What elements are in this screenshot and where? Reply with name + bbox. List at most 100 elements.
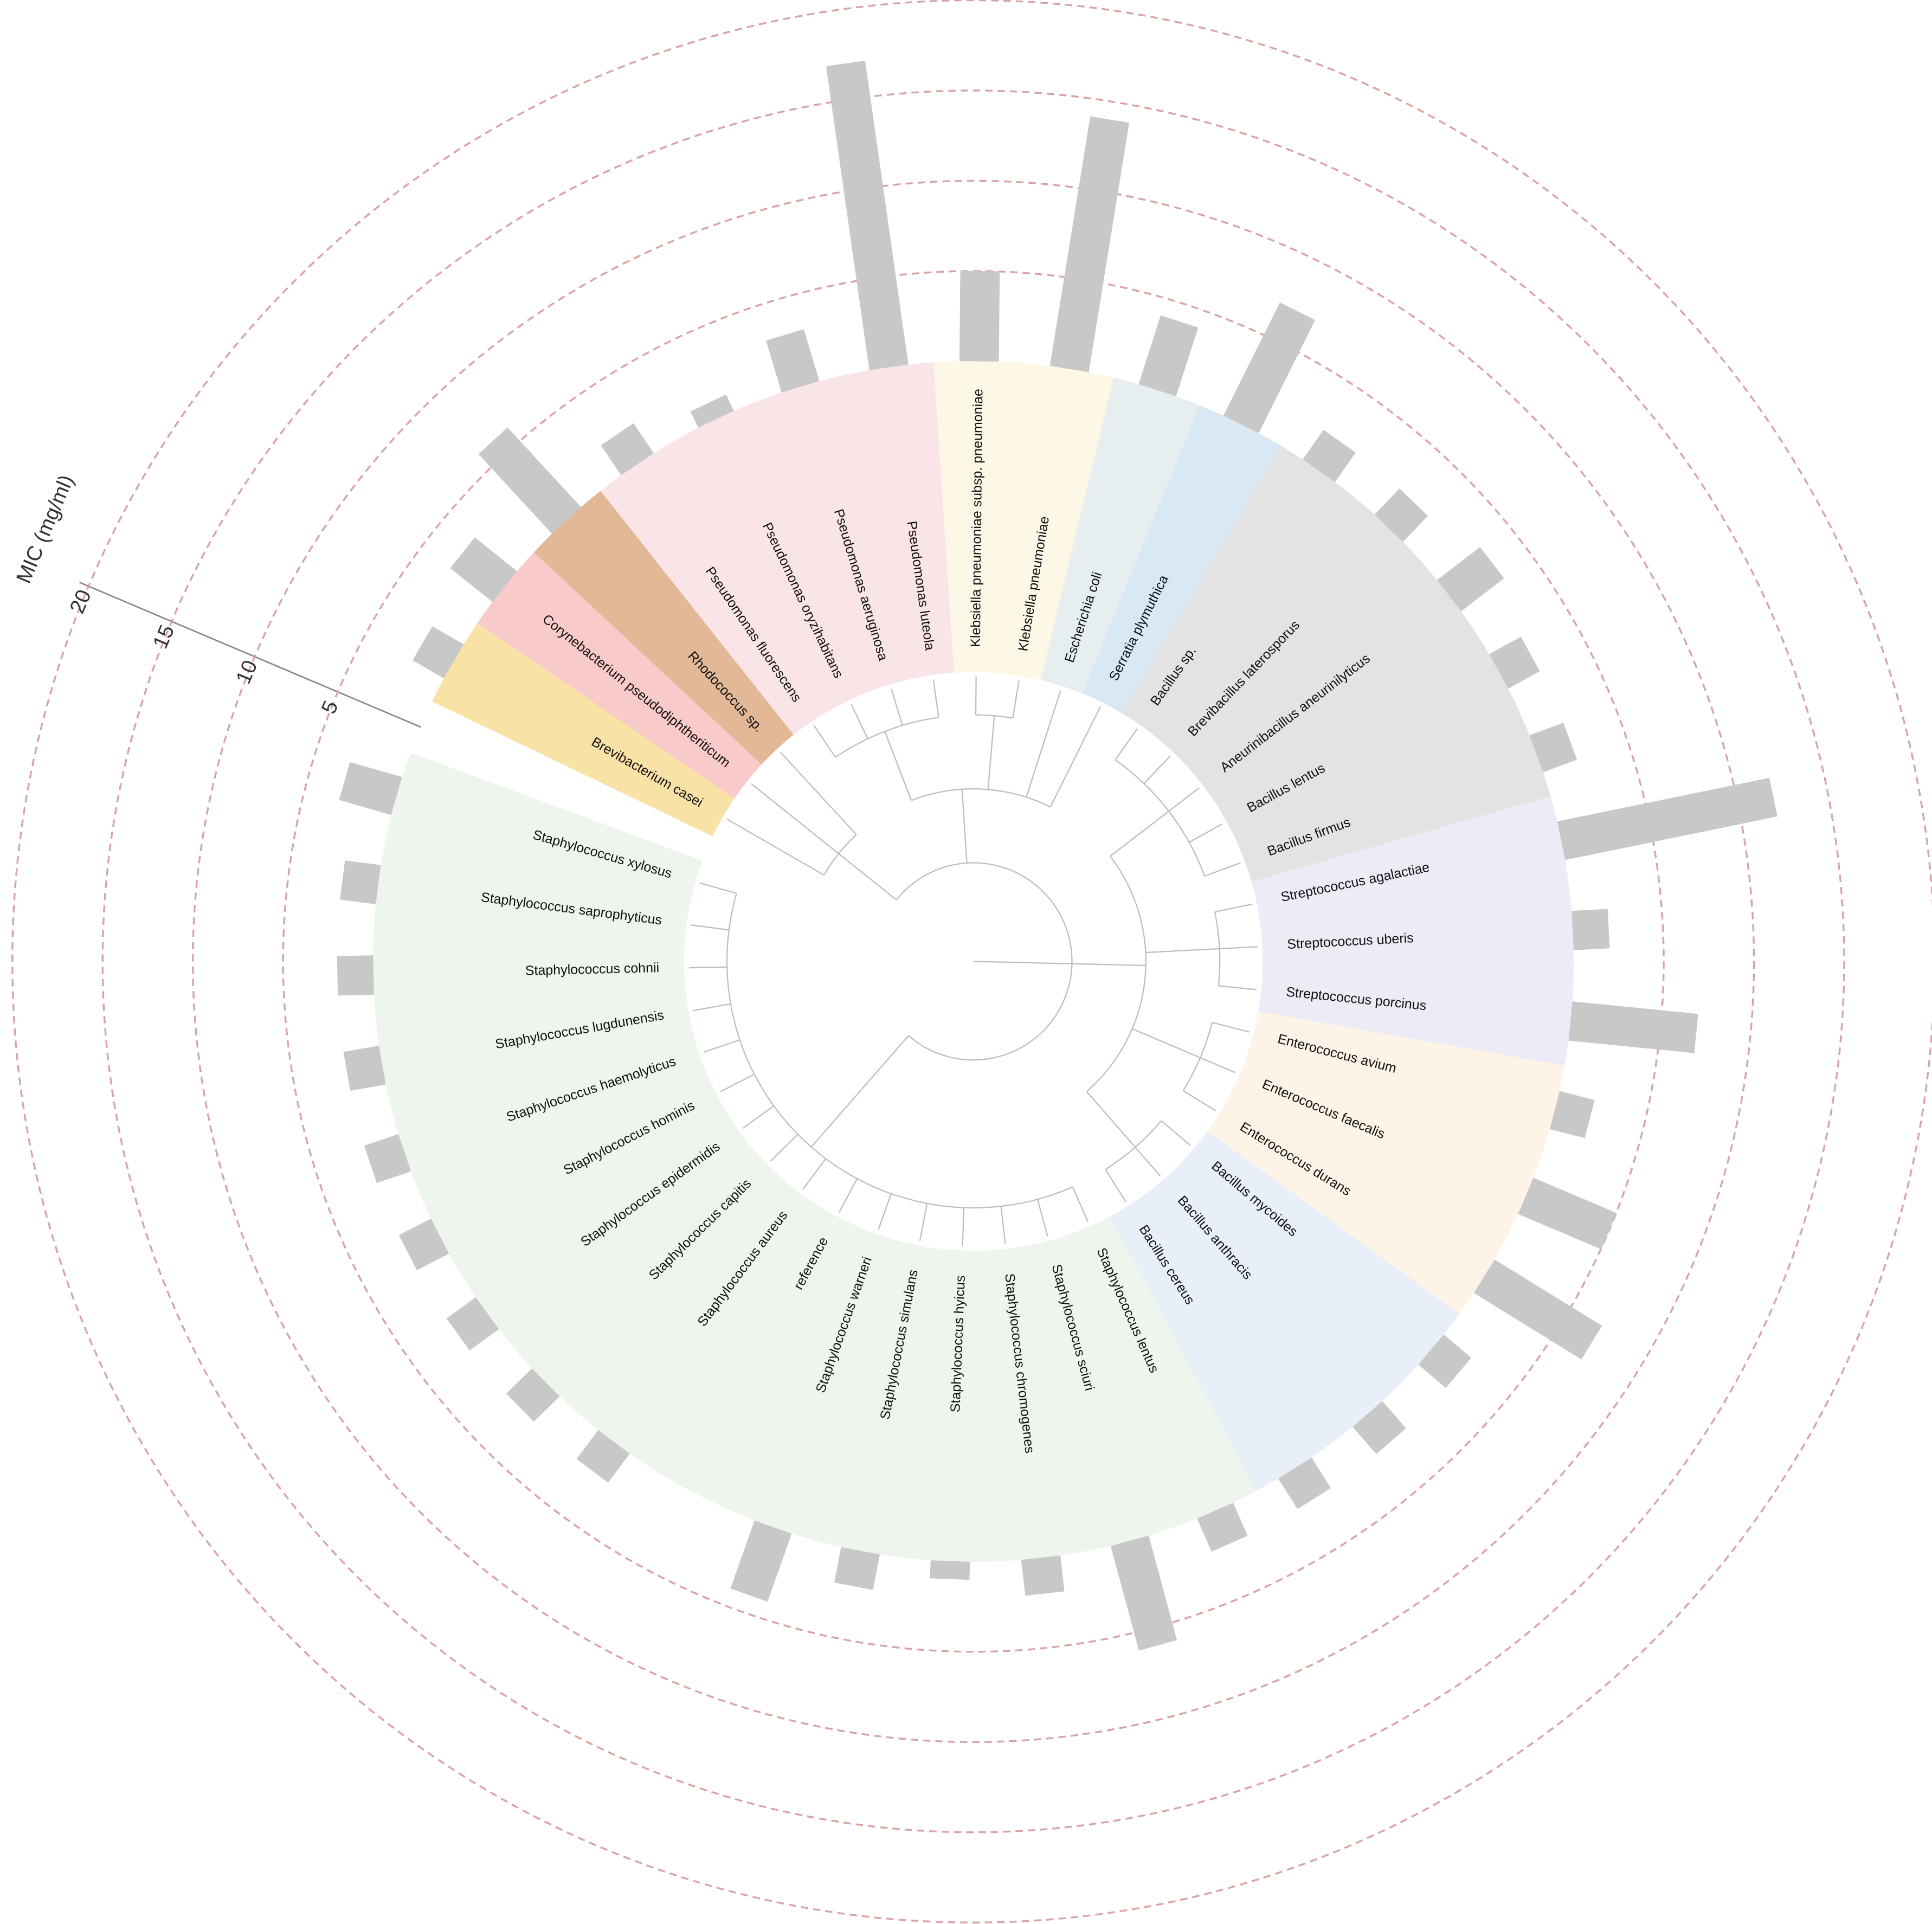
- tree-branch: [703, 1039, 740, 1053]
- tree-branch: [1132, 1028, 1201, 1059]
- tree-branch: [919, 1203, 928, 1241]
- tree-branch: [1212, 1021, 1250, 1033]
- tree-branch: [726, 818, 761, 839]
- bar: [1418, 1334, 1472, 1388]
- tree-branch: [770, 1134, 798, 1162]
- bar: [450, 537, 517, 602]
- grid-circle: [101, 89, 1845, 1833]
- bar: [930, 1560, 970, 1580]
- tree-branch: [691, 924, 729, 931]
- tree-branch: [891, 688, 903, 726]
- y-axis: [79, 581, 422, 728]
- bar: [766, 329, 820, 392]
- tree-branch: [1072, 1186, 1089, 1222]
- tree-branch: [1168, 787, 1200, 812]
- bar: [1138, 315, 1199, 396]
- tree-branch: [838, 1178, 858, 1213]
- bar: [826, 60, 909, 370]
- tree: [688, 677, 1258, 1246]
- category-label: Klebsiella pneumoniae subsp. pneumoniae: [968, 389, 986, 647]
- grid-circle: [192, 179, 1755, 1743]
- tree-branch: [1072, 963, 1146, 967]
- tree-branch: [1219, 946, 1258, 950]
- tree-branch: [884, 731, 912, 801]
- tree-branch: [780, 751, 807, 781]
- tree-branch: [835, 717, 939, 758]
- tree-branch: [961, 789, 968, 863]
- tree-branch: [1161, 1120, 1191, 1146]
- bar: [1021, 1555, 1065, 1596]
- tree-branch: [1026, 726, 1050, 797]
- tree-branch: [720, 1073, 755, 1092]
- bar: [339, 762, 402, 815]
- bars: [337, 60, 1778, 1651]
- bar: [506, 1368, 560, 1422]
- tree-branch: [1012, 680, 1020, 718]
- tree-branch: [1115, 759, 1206, 877]
- tree-branch: [759, 838, 825, 876]
- tree-branch: [973, 961, 1072, 964]
- tree-branch: [813, 725, 836, 758]
- bar: [1374, 488, 1428, 542]
- tree-branch: [726, 893, 1073, 1209]
- bar: [1518, 1177, 1617, 1250]
- bar: [1197, 1502, 1248, 1552]
- bar: [1353, 1401, 1406, 1455]
- y-tick-label: 15: [149, 622, 179, 652]
- tree-branch: [1183, 1090, 1216, 1111]
- bar: [601, 423, 654, 475]
- bar: [730, 1520, 792, 1602]
- bar: [1550, 1091, 1595, 1138]
- tree-branch: [806, 780, 857, 835]
- tree-branch: [688, 966, 727, 969]
- tree-branch: [1115, 728, 1138, 761]
- bar: [413, 626, 464, 679]
- bar: [478, 427, 581, 534]
- tree-branch: [1214, 903, 1253, 913]
- tree-branch: [780, 807, 839, 854]
- tree-branch: [1105, 1120, 1162, 1170]
- clade-sector: [385, 752, 703, 903]
- bar: [1049, 116, 1130, 372]
- grid-circle: [11, 0, 1932, 1923]
- tree-branch: [851, 704, 868, 739]
- tree-branch: [932, 679, 939, 718]
- tree-branch: [838, 853, 897, 900]
- y-tick-label: 10: [231, 657, 262, 687]
- tree-branch: [962, 1207, 965, 1246]
- bar: [1529, 723, 1577, 773]
- bar: [398, 1218, 449, 1271]
- tree-branch: [1204, 862, 1241, 877]
- tree-branch: [742, 1105, 775, 1129]
- bar: [1437, 547, 1504, 612]
- bar: [1473, 1259, 1602, 1360]
- bar: [364, 1134, 411, 1183]
- tree-branch: [896, 862, 1073, 1061]
- tree-branch: [1143, 755, 1171, 784]
- bar: [690, 394, 734, 428]
- bar: [1223, 302, 1316, 433]
- bar: [337, 955, 374, 996]
- category-label: Staphylococcus cohnii: [525, 960, 660, 979]
- grid: [11, 0, 1932, 1923]
- tree-branch: [987, 716, 995, 790]
- tree-branch: [1049, 741, 1084, 808]
- tree-branch: [1086, 855, 1147, 1092]
- tree-branch: [750, 783, 782, 808]
- bar: [446, 1297, 499, 1350]
- bar: [1489, 636, 1540, 689]
- tree-branch: [1110, 810, 1169, 857]
- tree-branch: [1189, 823, 1223, 843]
- bar: [1303, 429, 1356, 482]
- tree-branch: [1145, 948, 1220, 954]
- tree-branch: [878, 1193, 892, 1230]
- tree-branch: [1083, 706, 1101, 742]
- bar: [576, 1430, 630, 1483]
- tree-branch: [1105, 1169, 1126, 1202]
- y-axis-label: MIC (mg/ml): [12, 472, 78, 587]
- bar: [834, 1547, 880, 1590]
- y-tick-label: 20: [66, 587, 96, 617]
- tree-branch: [1000, 1206, 1006, 1245]
- tree-branch: [1200, 1057, 1236, 1073]
